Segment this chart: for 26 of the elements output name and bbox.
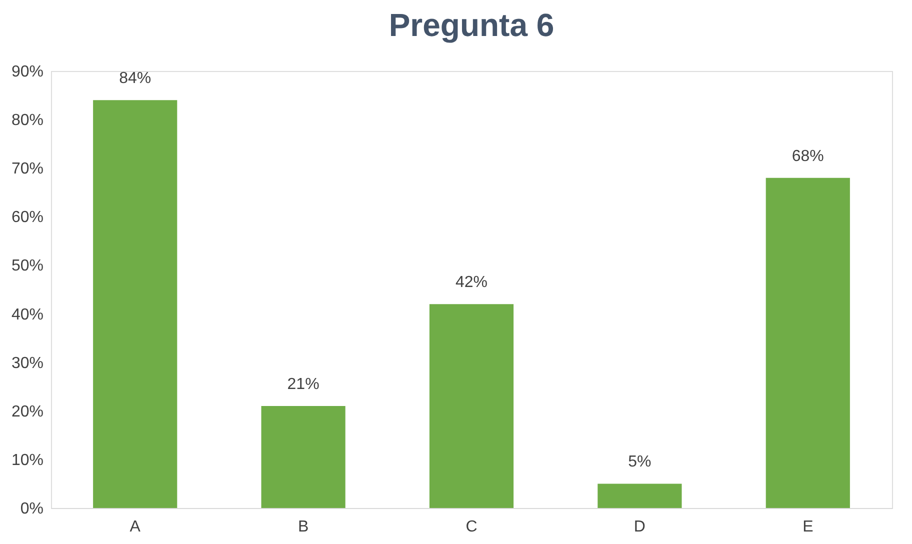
x-tick-label: A bbox=[130, 518, 141, 536]
x-tick-label: E bbox=[802, 518, 814, 536]
bar bbox=[93, 100, 178, 508]
x-tick-label: C bbox=[466, 518, 478, 536]
y-tick-label: 60% bbox=[11, 209, 44, 226]
data-label: 68% bbox=[792, 148, 824, 165]
x-tick-label: B bbox=[298, 518, 309, 536]
bar bbox=[598, 484, 682, 508]
y-tick-label: 30% bbox=[11, 354, 44, 372]
chart-title: Pregunta 6 bbox=[388, 7, 554, 43]
y-tick-label: 90% bbox=[11, 64, 44, 80]
y-tick-label: 50% bbox=[11, 258, 44, 275]
data-label: 21% bbox=[287, 376, 320, 394]
bar bbox=[261, 406, 346, 508]
y-tick-label: 20% bbox=[11, 403, 44, 420]
y-tick-label: 10% bbox=[11, 452, 44, 469]
data-label: 42% bbox=[455, 274, 488, 292]
x-tick-label: D bbox=[634, 518, 646, 536]
y-tick-label: 40% bbox=[11, 306, 44, 324]
bar bbox=[766, 178, 850, 508]
y-tick-label: 80% bbox=[11, 112, 44, 130]
data-label: 5% bbox=[628, 454, 652, 471]
y-tick-label: 0% bbox=[20, 500, 44, 518]
y-tick-label: 70% bbox=[11, 160, 44, 178]
bar bbox=[429, 304, 514, 508]
data-label: 84% bbox=[119, 70, 152, 88]
